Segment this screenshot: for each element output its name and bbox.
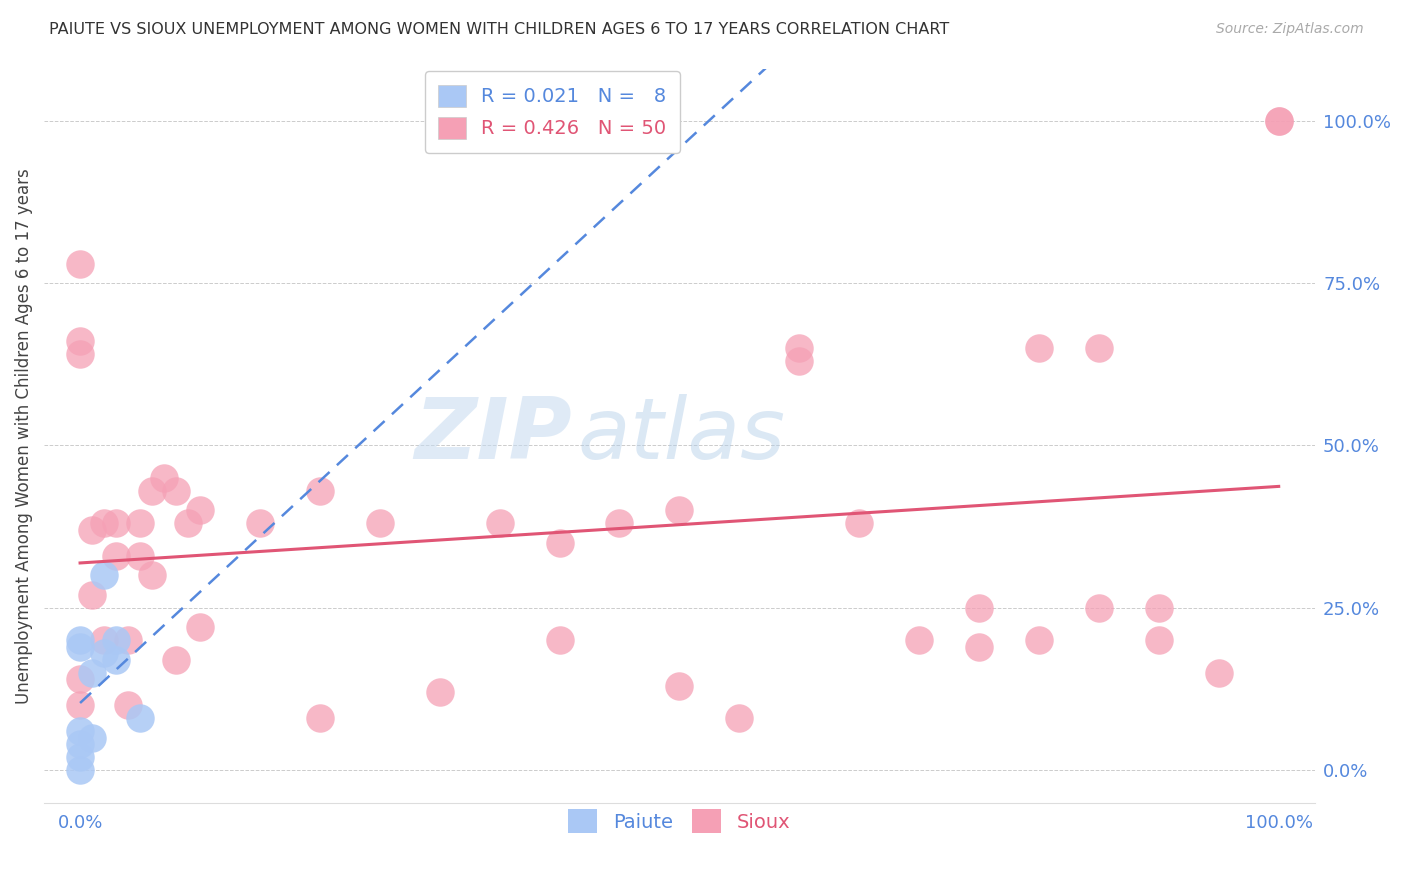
Point bbox=[848, 516, 870, 531]
Point bbox=[105, 653, 128, 667]
Point bbox=[188, 503, 211, 517]
Point bbox=[69, 673, 91, 687]
Point bbox=[368, 516, 391, 531]
Point bbox=[117, 698, 139, 713]
Point bbox=[69, 347, 91, 361]
Point bbox=[69, 750, 91, 764]
Point bbox=[69, 633, 91, 648]
Point bbox=[69, 738, 91, 752]
Point bbox=[668, 679, 690, 693]
Point bbox=[105, 633, 128, 648]
Point bbox=[69, 764, 91, 778]
Point bbox=[93, 568, 115, 582]
Point bbox=[80, 731, 103, 745]
Point bbox=[967, 640, 990, 654]
Point bbox=[787, 341, 810, 355]
Point bbox=[548, 633, 571, 648]
Point bbox=[141, 483, 163, 498]
Point bbox=[548, 536, 571, 550]
Point bbox=[80, 665, 103, 680]
Point bbox=[1208, 665, 1230, 680]
Point bbox=[93, 516, 115, 531]
Point bbox=[967, 601, 990, 615]
Point bbox=[105, 516, 128, 531]
Point bbox=[728, 711, 751, 725]
Point bbox=[93, 633, 115, 648]
Point bbox=[488, 516, 510, 531]
Point bbox=[609, 516, 631, 531]
Point bbox=[1267, 113, 1289, 128]
Point bbox=[177, 516, 200, 531]
Point bbox=[105, 549, 128, 563]
Legend: Paiute, Sioux: Paiute, Sioux bbox=[557, 797, 803, 845]
Point bbox=[1028, 341, 1050, 355]
Point bbox=[129, 516, 152, 531]
Point bbox=[117, 633, 139, 648]
Point bbox=[249, 516, 271, 531]
Point bbox=[165, 483, 187, 498]
Point bbox=[129, 549, 152, 563]
Point bbox=[69, 698, 91, 713]
Point bbox=[129, 711, 152, 725]
Point bbox=[1147, 601, 1170, 615]
Y-axis label: Unemployment Among Women with Children Ages 6 to 17 years: Unemployment Among Women with Children A… bbox=[15, 168, 32, 704]
Point bbox=[165, 653, 187, 667]
Point bbox=[80, 588, 103, 602]
Point bbox=[188, 620, 211, 634]
Text: PAIUTE VS SIOUX UNEMPLOYMENT AMONG WOMEN WITH CHILDREN AGES 6 TO 17 YEARS CORREL: PAIUTE VS SIOUX UNEMPLOYMENT AMONG WOMEN… bbox=[49, 22, 949, 37]
Point bbox=[908, 633, 931, 648]
Point bbox=[93, 647, 115, 661]
Point bbox=[69, 334, 91, 349]
Point bbox=[787, 354, 810, 368]
Point bbox=[1147, 633, 1170, 648]
Point bbox=[429, 685, 451, 699]
Point bbox=[1267, 113, 1289, 128]
Point bbox=[141, 568, 163, 582]
Point bbox=[308, 483, 330, 498]
Point bbox=[668, 503, 690, 517]
Point bbox=[80, 523, 103, 537]
Point bbox=[1028, 633, 1050, 648]
Point bbox=[69, 640, 91, 654]
Text: ZIP: ZIP bbox=[413, 394, 571, 477]
Text: atlas: atlas bbox=[578, 394, 786, 477]
Point bbox=[308, 711, 330, 725]
Text: Source: ZipAtlas.com: Source: ZipAtlas.com bbox=[1216, 22, 1364, 37]
Point bbox=[1088, 341, 1111, 355]
Point bbox=[1088, 601, 1111, 615]
Point bbox=[69, 256, 91, 270]
Point bbox=[153, 471, 176, 485]
Point bbox=[69, 724, 91, 739]
